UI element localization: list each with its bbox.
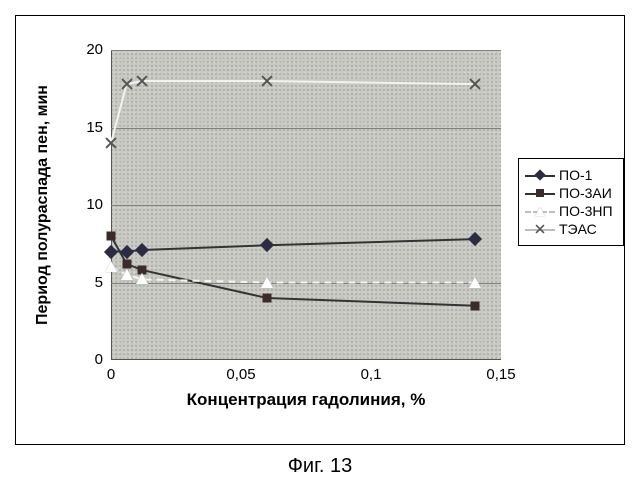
- data-marker: [107, 232, 116, 241]
- data-marker: [263, 294, 272, 303]
- legend-swatch: [525, 204, 555, 218]
- legend-marker: [534, 169, 545, 180]
- data-marker: [469, 78, 481, 90]
- figure-caption-text: Фиг. 13: [288, 455, 353, 477]
- legend-marker: [536, 225, 544, 233]
- x-tick-label: 0: [91, 366, 131, 383]
- legend-item: ТЭАС: [525, 221, 617, 237]
- data-marker: [121, 78, 133, 90]
- legend-swatch: [525, 222, 555, 236]
- legend-marker: [536, 189, 544, 197]
- figure-wrapper: 05101520 00,050,10,15 Период полураспада…: [0, 0, 640, 500]
- legend-swatch: [525, 186, 555, 200]
- plot-area: [111, 50, 501, 360]
- chart-frame: 05101520 00,050,10,15 Период полураспада…: [15, 15, 625, 445]
- legend-item: ПО-3НП: [525, 203, 617, 219]
- legend-item: ПО-1: [525, 167, 617, 183]
- data-marker: [136, 75, 148, 87]
- legend-swatch: [525, 168, 555, 182]
- y-tick-label: 10: [86, 196, 103, 213]
- legend-label: ТЭАС: [559, 221, 597, 237]
- y-axis-title-text: Период полураспада пен, мин: [34, 85, 52, 325]
- x-tick-label: 0,15: [481, 366, 521, 383]
- x-tick-label: 0,1: [351, 366, 391, 383]
- y-axis-title: Период полураспада пен, мин: [33, 195, 53, 215]
- figure-caption: Фиг. 13: [0, 455, 640, 478]
- data-marker: [471, 301, 480, 310]
- data-marker: [261, 75, 273, 87]
- series-lines: [111, 50, 501, 360]
- data-marker: [105, 137, 117, 149]
- x-tick-label: 0,05: [221, 366, 261, 383]
- y-tick-label: 15: [86, 119, 103, 136]
- y-tick-label: 20: [86, 41, 103, 58]
- data-marker: [122, 259, 131, 268]
- legend: ПО-1 ПО-3АИ ПО-3НП ТЭАС: [518, 158, 624, 246]
- legend-label: ПО-3АИ: [559, 185, 612, 201]
- legend-marker: [535, 207, 545, 216]
- legend-label: ПО-1: [559, 167, 592, 183]
- y-tick-label: 5: [95, 274, 103, 291]
- legend-item: ПО-3АИ: [525, 185, 617, 201]
- legend-label: ПО-3НП: [559, 203, 613, 219]
- x-axis-title-text: Концентрация гадолиния, %: [187, 390, 426, 409]
- x-axis-title: Концентрация гадолиния, %: [111, 390, 501, 410]
